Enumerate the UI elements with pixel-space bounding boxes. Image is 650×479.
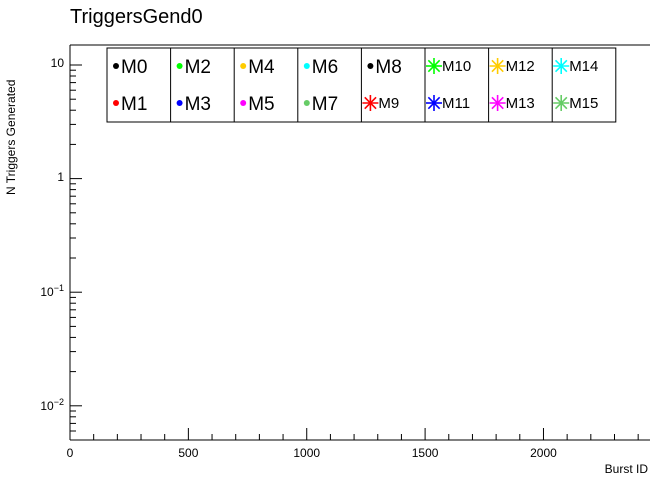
legend-star-stroke <box>427 59 441 73</box>
legend-marker-dot <box>113 100 119 106</box>
x-tick-label: 2000 <box>530 446 557 460</box>
legend-label: M7 <box>312 94 338 115</box>
legend-label: M8 <box>375 57 401 78</box>
legend-label: M3 <box>185 94 211 115</box>
legend: M0 M1 M2 M3 M4 M5 M6 M7 M8 M9 M10 M11 M12 M13 M14 M15 <box>106 47 617 123</box>
legend-marker-star <box>426 95 442 111</box>
x-tick-label: 500 <box>178 446 199 460</box>
legend-label: M6 <box>312 57 338 78</box>
legend-label: M5 <box>248 94 274 115</box>
legend-marker-dot <box>367 63 374 69</box>
legend-star-stroke <box>554 96 568 110</box>
legend-marker-star <box>426 58 442 74</box>
legend-marker-star <box>553 95 570 111</box>
y-axis-ticks <box>70 64 82 441</box>
legend-label: M14 <box>569 58 598 75</box>
legend-label: M11 <box>442 95 470 112</box>
legend-label: M9 <box>378 95 399 112</box>
legend-marker-star <box>489 95 506 111</box>
legend-marker-dot <box>113 63 119 69</box>
x-tick-label: 0 <box>66 446 74 460</box>
y-tick-label: 1 <box>14 170 64 184</box>
legend-marker-dot <box>303 100 310 106</box>
x-axis-ticks <box>69 428 639 440</box>
legend-label: M0 <box>121 57 147 78</box>
legend-star-stroke <box>491 59 504 73</box>
legend-marker-dot <box>176 100 183 106</box>
legend-marker-dot <box>303 63 310 69</box>
legend-label: M1 <box>121 94 147 115</box>
legend-marker-dot <box>240 100 247 106</box>
legend-label: M12 <box>506 58 535 75</box>
x-tick-label: 1000 <box>293 446 321 460</box>
y-tick-label: 10−2 <box>14 397 64 413</box>
y-tick-base: 1 <box>57 169 64 184</box>
y-tick-label: 10 <box>14 56 64 70</box>
y-tick-base: 10 <box>40 398 54 413</box>
y-tick-exponent: −2 <box>53 396 64 407</box>
legend-star-stroke <box>554 59 568 73</box>
y-tick-base: 10 <box>40 285 54 300</box>
legend-marker-dot <box>176 63 183 69</box>
x-tick-label: 1500 <box>411 446 439 460</box>
legend-marker-star <box>489 58 506 74</box>
legend-label: M10 <box>442 58 471 75</box>
legend-label: M15 <box>569 95 598 112</box>
legend-marker-star <box>362 95 379 111</box>
y-tick-exponent: −1 <box>53 283 64 294</box>
x-axis-label: Burst ID <box>604 462 648 476</box>
plot-frame <box>69 44 650 441</box>
legend-star-stroke <box>491 96 504 110</box>
legend-marker-star <box>553 58 570 74</box>
legend-marker-dot <box>240 63 247 69</box>
legend-star-stroke <box>364 96 377 110</box>
legend-label: M13 <box>506 95 535 112</box>
chart-title: TriggersGend0 <box>70 6 203 28</box>
y-tick-base: 10 <box>50 56 64 70</box>
legend-label: M2 <box>185 57 211 78</box>
y-tick-label: 10−1 <box>14 283 64 299</box>
legend-label: M4 <box>248 57 275 78</box>
legend-star-stroke <box>427 96 441 110</box>
